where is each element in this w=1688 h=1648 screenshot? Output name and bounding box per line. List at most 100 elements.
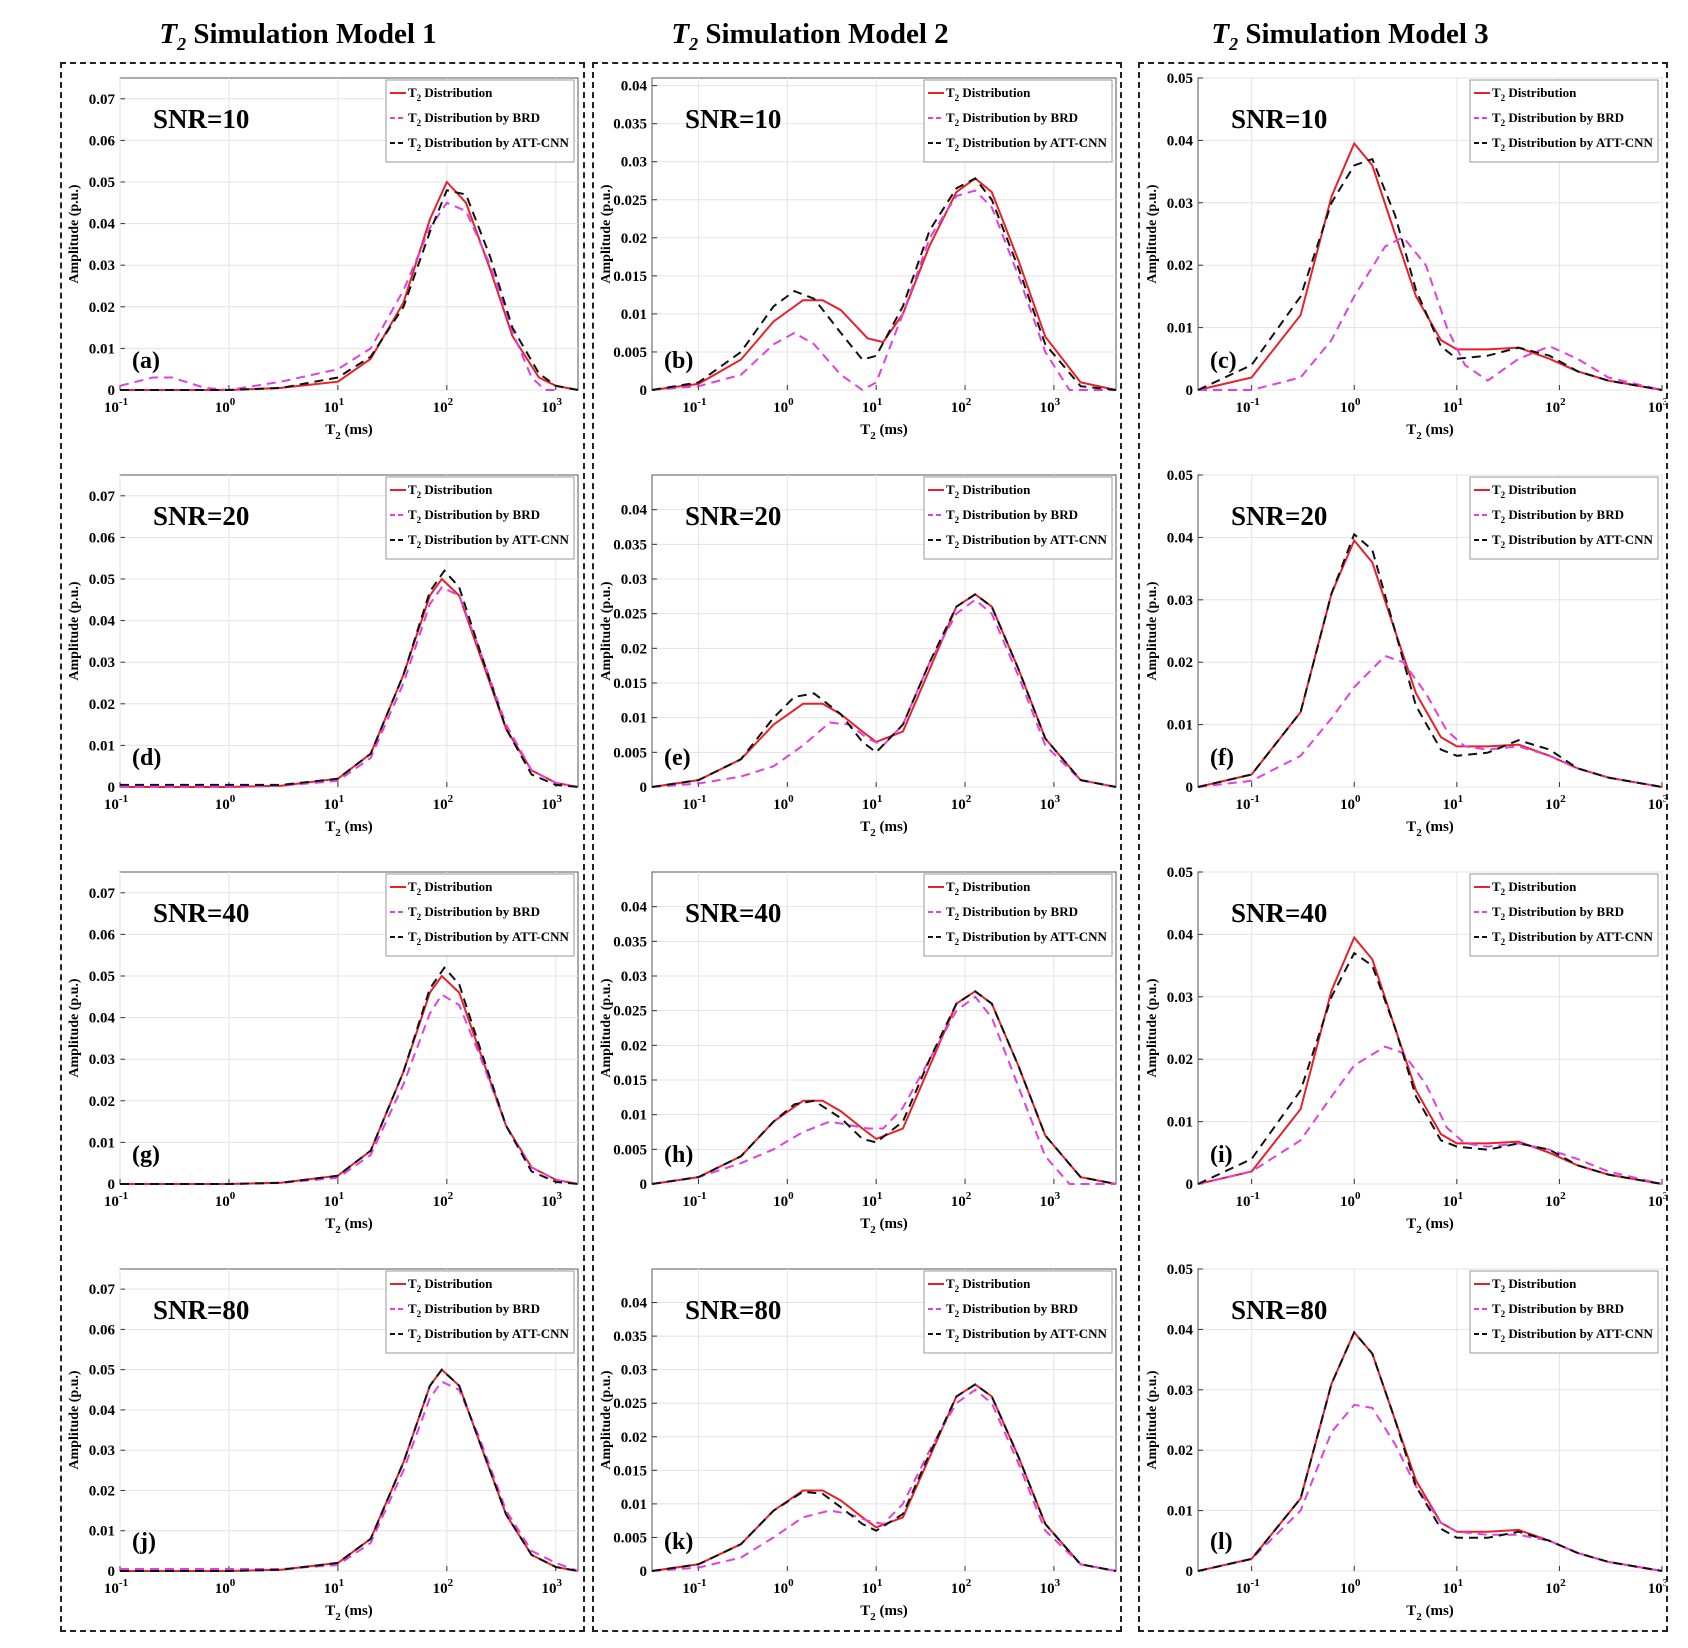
x-tick-label: 102 <box>1545 1190 1566 1210</box>
x-tick-label: 103 <box>1648 396 1666 416</box>
x-axis-label: T2 (ms) <box>325 1216 373 1236</box>
panel-label: (f) <box>1210 745 1234 771</box>
x-tick-label: 100 <box>215 396 236 416</box>
series-line <box>119 201 556 392</box>
y-axis-label: Amplitude (p.u.) <box>1145 1370 1160 1470</box>
legend-label: T2 Distribution by ATT-CNN <box>1492 1326 1654 1344</box>
y-tick-label: 0.04 <box>89 1403 116 1419</box>
x-axis-label: T2 (ms) <box>1406 422 1454 442</box>
y-tick-label: 0.02 <box>621 641 647 657</box>
legend-label: T2 Distribution <box>1492 482 1577 500</box>
chart-panel-k: 0 0.005 0.01 0.015 0.02 0.025 0.03 0.035 0.04 10-… <box>599 1268 1117 1623</box>
x-tick-label: 100 <box>1340 793 1361 813</box>
legend-label: T2 Distribution by BRD <box>408 110 540 128</box>
panel-label: (g) <box>132 1142 160 1168</box>
legend-label: T2 Distribution by BRD <box>946 507 1078 525</box>
y-tick-label: 0.03 <box>1167 593 1193 609</box>
x-tick-label: 103 <box>542 1190 563 1210</box>
x-tick-label: 103 <box>542 396 563 416</box>
legend-box <box>1469 476 1659 560</box>
y-tick-label: 0.05 <box>89 175 115 191</box>
x-tick-label: 101 <box>862 1577 883 1597</box>
chart-panel-d: 0 0.01 0.02 0.03 0.04 0.05 0.06 0.07 10-1 100 101 1… <box>67 474 579 839</box>
x-tick-label: 101 <box>1443 1577 1464 1597</box>
y-tick-label: 0.04 <box>621 503 648 519</box>
x-tick-label: 10-1 <box>104 396 128 416</box>
x-axis-label: T2 (ms) <box>860 1603 908 1623</box>
y-axis-label: Amplitude (p.u.) <box>67 184 82 284</box>
y-tick-label: 0.01 <box>1167 718 1193 734</box>
column-title-1: T2 Simulation Model 1 <box>159 18 437 54</box>
y-tick-label: 0.02 <box>1167 1052 1193 1068</box>
y-tick-label: 0.01 <box>89 738 115 754</box>
chart-panel-l: 0 0.01 0.02 0.03 0.04 0.05 10-1 100 101 102 103 Amp… <box>1145 1262 1666 1623</box>
y-tick-label: 0.035 <box>613 1329 647 1345</box>
x-tick-label: 100 <box>773 1190 794 1210</box>
x-tick-label: 100 <box>773 793 794 813</box>
y-tick-label: 0.005 <box>613 745 647 761</box>
x-tick-label: 101 <box>1443 1190 1464 1210</box>
x-tick-label: 100 <box>215 1190 236 1210</box>
legend-label: T2 Distribution <box>408 879 493 897</box>
x-tick-label: 103 <box>1040 1190 1061 1210</box>
x-tick-label: 103 <box>1040 396 1061 416</box>
legend-box <box>1469 1270 1659 1354</box>
series-line <box>120 189 579 391</box>
y-tick-label: 0.05 <box>89 1363 115 1379</box>
y-tick-label: 0.02 <box>89 300 115 316</box>
y-tick-label: 0.03 <box>621 572 647 588</box>
legend-box <box>923 1270 1113 1354</box>
column-title-2: T2 Simulation Model 2 <box>671 18 949 54</box>
y-tick-label: 0.015 <box>613 676 647 692</box>
y-tick-label: 0.01 <box>1167 321 1193 337</box>
panel-label: (a) <box>132 348 160 374</box>
snr-label: SNR=80 <box>1231 1295 1327 1325</box>
x-tick-label: 103 <box>1648 793 1666 813</box>
y-tick-label: 0.04 <box>89 614 116 630</box>
legend-label: T2 Distribution by ATT-CNN <box>1492 929 1654 947</box>
y-tick-label: 0.03 <box>89 1052 115 1068</box>
panel-label: (d) <box>132 745 161 771</box>
series-line <box>651 177 1117 391</box>
legend-label: T2 Distribution by ATT-CNN <box>946 532 1108 550</box>
y-tick-label: 0.02 <box>621 1038 647 1054</box>
x-tick-label: 100 <box>215 1577 236 1597</box>
y-tick-label: 0.015 <box>613 1073 647 1089</box>
column-frame-2 <box>592 62 1122 1632</box>
x-tick-label: 102 <box>951 1577 972 1597</box>
y-tick-label: 0.02 <box>1167 655 1193 671</box>
panel-label: (l) <box>1210 1529 1233 1555</box>
y-tick-label: 0.03 <box>89 655 115 671</box>
x-tick-label: 102 <box>1545 1577 1566 1597</box>
series-line <box>1197 141 1663 391</box>
y-axis-label: Amplitude (p.u.) <box>1145 184 1160 284</box>
legend-label: T2 Distribution by ATT-CNN <box>1492 532 1654 550</box>
x-tick-label: 101 <box>862 396 883 416</box>
y-tick-label: 0.02 <box>1167 1443 1193 1459</box>
y-tick-label: 0.07 <box>89 886 116 902</box>
y-tick-label: 0.01 <box>1167 1115 1193 1131</box>
y-tick-label: 0.02 <box>89 697 115 713</box>
legend-box <box>923 873 1113 957</box>
chart-panel-a: 0 0.01 0.02 0.03 0.04 0.05 0.06 0.07 10-1 100 101 1… <box>67 77 579 442</box>
series-line <box>1197 532 1663 788</box>
y-tick-label: 0.05 <box>89 572 115 588</box>
y-tick-label: 0.04 <box>1167 1322 1194 1338</box>
x-tick-label: 101 <box>862 1190 883 1210</box>
chart-panel-g: 0 0.01 0.02 0.03 0.04 0.05 0.06 0.07 10-1 100 101 1… <box>67 871 579 1236</box>
x-tick-label: 102 <box>433 1577 454 1597</box>
x-tick-label: 103 <box>1648 1190 1666 1210</box>
x-tick-label: 102 <box>433 396 454 416</box>
y-tick-label: 0.04 <box>621 1296 648 1312</box>
y-tick-label: 0.04 <box>1167 530 1194 546</box>
snr-label: SNR=80 <box>153 1295 249 1325</box>
y-axis-label: Amplitude (p.u.) <box>1145 978 1160 1078</box>
x-tick-label: 102 <box>433 1190 454 1210</box>
x-tick-label: 10-1 <box>1236 793 1260 813</box>
x-tick-label: 101 <box>324 396 345 416</box>
y-tick-label: 0.02 <box>621 231 647 247</box>
x-tick-label: 101 <box>862 793 883 813</box>
y-tick-label: 0.01 <box>89 341 115 357</box>
x-axis-label: T2 (ms) <box>860 422 908 442</box>
y-axis-label: Amplitude (p.u.) <box>599 581 614 681</box>
